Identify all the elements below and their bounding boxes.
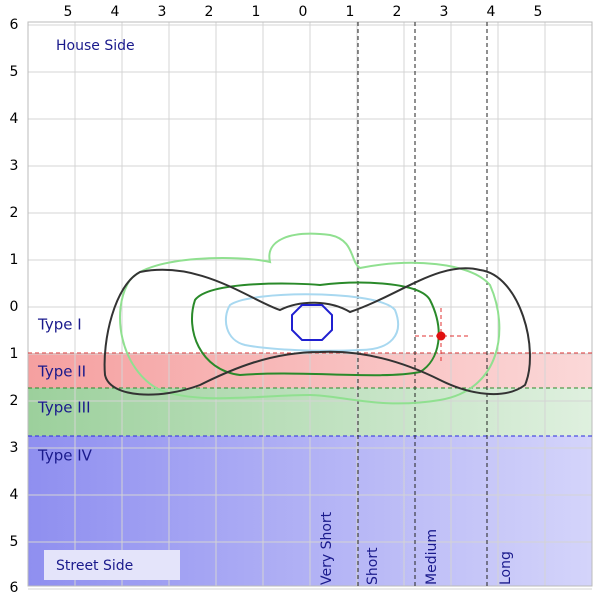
left-tick-label: 1	[10, 252, 19, 268]
left-tick-label: 3	[10, 158, 19, 174]
house-side-label: House Side	[56, 38, 135, 54]
distance-label: Short	[365, 547, 381, 585]
outer-contour	[119, 232, 501, 405]
distance-label: Medium	[424, 529, 440, 585]
type-label: Type IV	[37, 447, 93, 465]
left-tick-label: 2	[10, 205, 19, 221]
left-tick-label: 5	[10, 64, 19, 80]
top-tick-label: 3	[440, 4, 449, 20]
luminaire	[291, 304, 333, 341]
distance-label: Long	[498, 551, 514, 585]
top-tick-label: 5	[534, 4, 543, 20]
street-side-label: Street Side	[56, 558, 133, 574]
left-tick-label: 4	[10, 487, 19, 503]
left-tick-label: 1	[10, 346, 19, 362]
top-tick-label: 1	[346, 4, 355, 20]
max-point	[436, 331, 446, 341]
top-tick-label: 2	[393, 4, 402, 20]
top-tick-label: 1	[252, 4, 261, 20]
left-tick-label: 5	[10, 534, 19, 550]
distance-label: Very Short	[319, 511, 335, 585]
plot-border	[27, 21, 593, 587]
left-tick-label: 0	[10, 299, 19, 315]
street-side-box	[44, 550, 180, 580]
max-candela-contour	[103, 267, 531, 396]
top-tick-label: 5	[64, 4, 73, 20]
labels: 5 4 3 2 1 0 1 2 3 4 5 6 5 4 3 2 1 0 1 2 3 4 5 6 Type I Type II Typ…	[10, 4, 543, 596]
type-label: Type II	[37, 363, 86, 381]
left-tick-label: 6	[10, 580, 19, 596]
top-tick-label: 3	[158, 4, 167, 20]
left-tick-label: 6	[10, 17, 19, 33]
top-tick-label: 2	[205, 4, 214, 20]
inner-contour	[224, 293, 400, 352]
left-tick-label: 4	[10, 111, 19, 127]
left-tick-label: 3	[10, 440, 19, 456]
type-label: Type I	[37, 316, 82, 334]
mid-contour	[191, 281, 440, 377]
top-tick-label: 4	[487, 4, 496, 20]
top-tick-label: 4	[111, 4, 120, 20]
top-tick-label: 0	[299, 4, 308, 20]
type-label: Type III	[37, 399, 91, 417]
left-tick-label: 2	[10, 393, 19, 409]
